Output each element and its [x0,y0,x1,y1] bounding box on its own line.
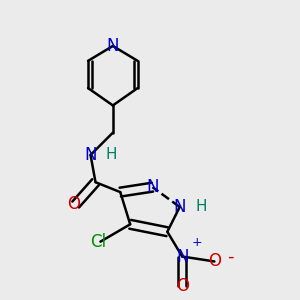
Text: N: N [146,178,159,196]
Text: H: H [106,148,117,163]
Text: O: O [176,277,189,295]
Text: -: - [227,248,234,266]
Text: N: N [176,248,188,266]
Text: O: O [67,196,80,214]
Text: N: N [173,198,186,216]
Text: H: H [195,200,206,214]
Text: O: O [208,253,221,271]
Text: N: N [84,146,97,164]
Text: Cl: Cl [90,232,106,250]
Text: +: + [192,236,203,249]
Text: N: N [106,37,119,55]
